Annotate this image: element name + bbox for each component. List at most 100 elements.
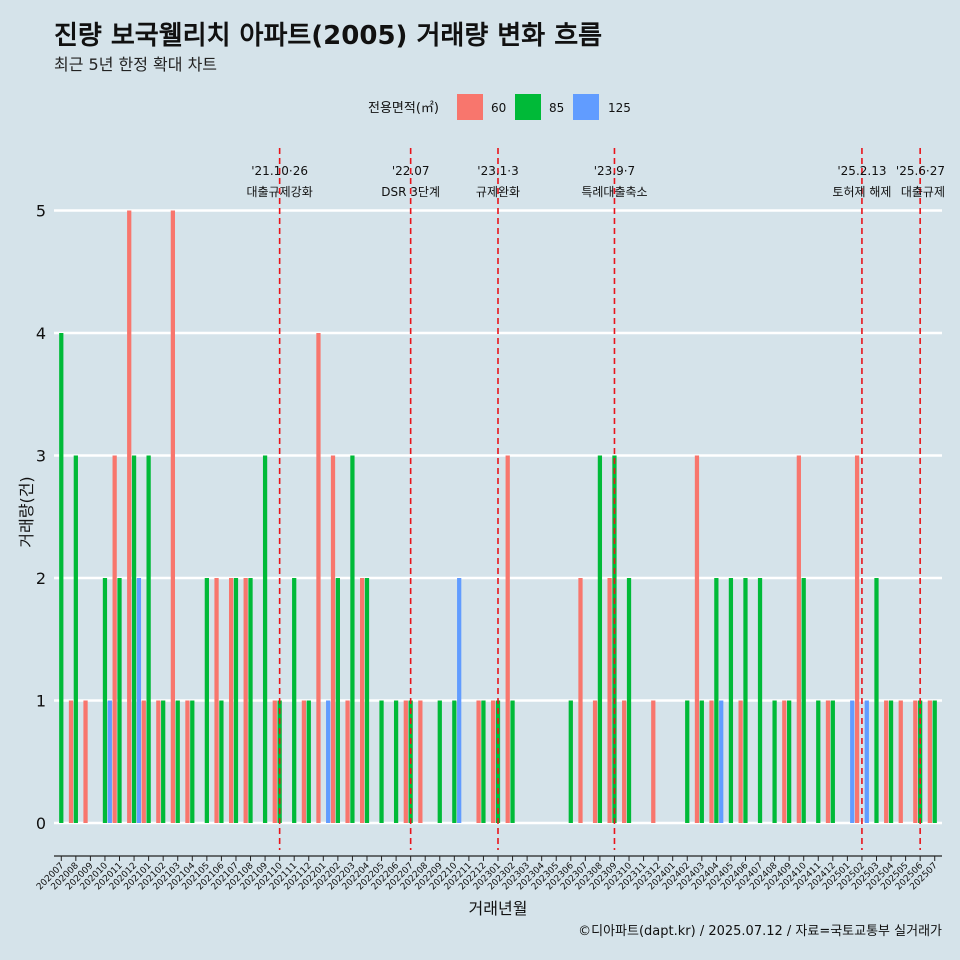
bar-60-202101 <box>141 700 146 823</box>
chart-title: 진량 보국웰리치 아파트(2005) 거래량 변화 흐름 <box>54 21 602 51</box>
legend-swatch-60 <box>457 94 483 120</box>
bar-85-202011 <box>117 578 122 823</box>
bar-60-202302 <box>505 455 510 823</box>
bar-85-202112 <box>306 700 311 823</box>
bar-85-202402 <box>685 700 690 823</box>
bar-125-202502 <box>864 700 869 823</box>
bar-125-202201 <box>326 700 331 823</box>
bar-85-202111 <box>292 578 297 823</box>
bar-85-202302 <box>510 700 515 823</box>
bar-85-202103 <box>175 700 180 823</box>
bar-60-202202 <box>330 455 336 823</box>
bar-60-202506 <box>913 700 918 823</box>
bar-85-202507 <box>932 700 937 823</box>
event-date: '25.2.13 <box>837 164 886 178</box>
event-label: 대출규제 <box>901 185 945 199</box>
bar-85-202202 <box>335 578 340 823</box>
x-axis: 2020072020082020092020102020112020122021… <box>35 855 942 892</box>
x-axis-title: 거래년월 <box>469 899 528 918</box>
bar-60-202204 <box>360 578 365 823</box>
bar-85-202404 <box>714 578 719 823</box>
bar-85-202209 <box>437 700 442 823</box>
bar-60-202406 <box>738 700 743 823</box>
bar-85-202212 <box>481 700 486 823</box>
event-label: 규제완화 <box>476 185 520 199</box>
bar-85-202101 <box>146 455 151 823</box>
event-date: '25.6·27 <box>896 164 945 178</box>
event-date: '23.1·3 <box>477 164 518 178</box>
bar-125-202210 <box>457 578 462 823</box>
bar-60-202108 <box>243 578 248 823</box>
legend-label-85: 85 <box>549 101 564 115</box>
bar-85-202403 <box>699 700 704 823</box>
event-date: '22.07 <box>392 164 430 178</box>
bar-85-202310 <box>626 578 632 823</box>
y-axis-title: 거래량(건) <box>17 476 36 547</box>
chart-subtitle: 최근 5년 한정 확대 차트 <box>54 55 217 74</box>
bar-85-202504 <box>888 700 894 823</box>
bar-60-202203 <box>345 700 350 823</box>
bar-125-202404 <box>719 700 724 823</box>
bar-60-202309 <box>607 578 612 823</box>
bar-85-202102 <box>161 700 166 823</box>
event-label: 토허제 해제 <box>832 185 891 199</box>
bar-60-202009 <box>83 700 88 823</box>
event-lines: '21.10·26 대출규제강화 '22.07 DSR 3단계 '23.1·3 규제완화 '… <box>247 148 945 850</box>
bar-85-202412 <box>830 700 835 823</box>
event-date: '23.9·7 <box>594 164 635 178</box>
bar-85-202008 <box>73 455 78 823</box>
bar-85-202405 <box>728 578 734 823</box>
bar-60-202502 <box>854 455 860 823</box>
bar-85-202503 <box>874 578 879 823</box>
bar-60-202507 <box>927 700 932 823</box>
bar-60-202412 <box>825 700 831 823</box>
bar-85-202106 <box>219 700 224 823</box>
legend-title: 전용면적(㎡) <box>368 101 439 116</box>
event-label: DSR 3단계 <box>381 185 440 199</box>
bar-60-202308 <box>592 700 598 823</box>
bar-60-202201 <box>316 333 321 823</box>
bar-125-202501 <box>850 700 855 823</box>
bar-60-202012 <box>127 210 132 823</box>
y-axis: 0 1 2 3 4 5 <box>36 202 46 834</box>
y-tick-label: 1 <box>36 692 46 711</box>
bar-60-202106 <box>214 578 219 823</box>
bar-60-202409 <box>782 700 787 823</box>
legend-label-125: 125 <box>608 101 631 115</box>
bar-60-202404 <box>709 700 714 823</box>
bar-60-202104 <box>185 700 190 823</box>
bar-60-202112 <box>301 700 307 823</box>
bar-85-202107 <box>233 578 239 823</box>
bar-85-202411 <box>816 700 821 823</box>
bar-85-202012 <box>131 455 137 823</box>
y-tick-label: 5 <box>36 202 46 221</box>
bar-125-202012 <box>136 578 142 823</box>
bar-60-202208 <box>418 700 423 823</box>
bar-125-202010 <box>107 700 112 823</box>
bar-60-202410 <box>796 455 801 823</box>
bar-60-202504 <box>884 700 889 823</box>
bar-85-202206 <box>393 700 399 823</box>
bar-60-202310 <box>622 700 627 823</box>
event-date: '21.10·26 <box>251 164 308 178</box>
bar-85-202105 <box>204 578 209 823</box>
bar-85-202407 <box>757 578 763 823</box>
bar-85-202204 <box>364 578 370 823</box>
bar-60-202110 <box>272 700 277 823</box>
bar-60-202207 <box>403 700 408 823</box>
bar-85-202109 <box>262 455 268 823</box>
legend-swatch-85 <box>515 94 541 120</box>
bar-85-202210 <box>452 700 457 823</box>
bar-60-202212 <box>476 700 481 823</box>
bar-60-202312 <box>651 700 656 823</box>
bar-60-202008 <box>68 700 74 823</box>
bar-60-202301 <box>491 700 496 823</box>
bar-85-202409 <box>787 700 792 823</box>
y-tick-label: 4 <box>36 324 46 343</box>
bar-85-202108 <box>248 578 253 823</box>
caption: ©디아파트(dapt.kr) / 2025.07.12 / 자료=국토교통부 실… <box>578 924 942 939</box>
bar-60-202505 <box>898 700 903 823</box>
bar-85-202010 <box>102 578 108 823</box>
bar-85-202306 <box>568 700 573 823</box>
